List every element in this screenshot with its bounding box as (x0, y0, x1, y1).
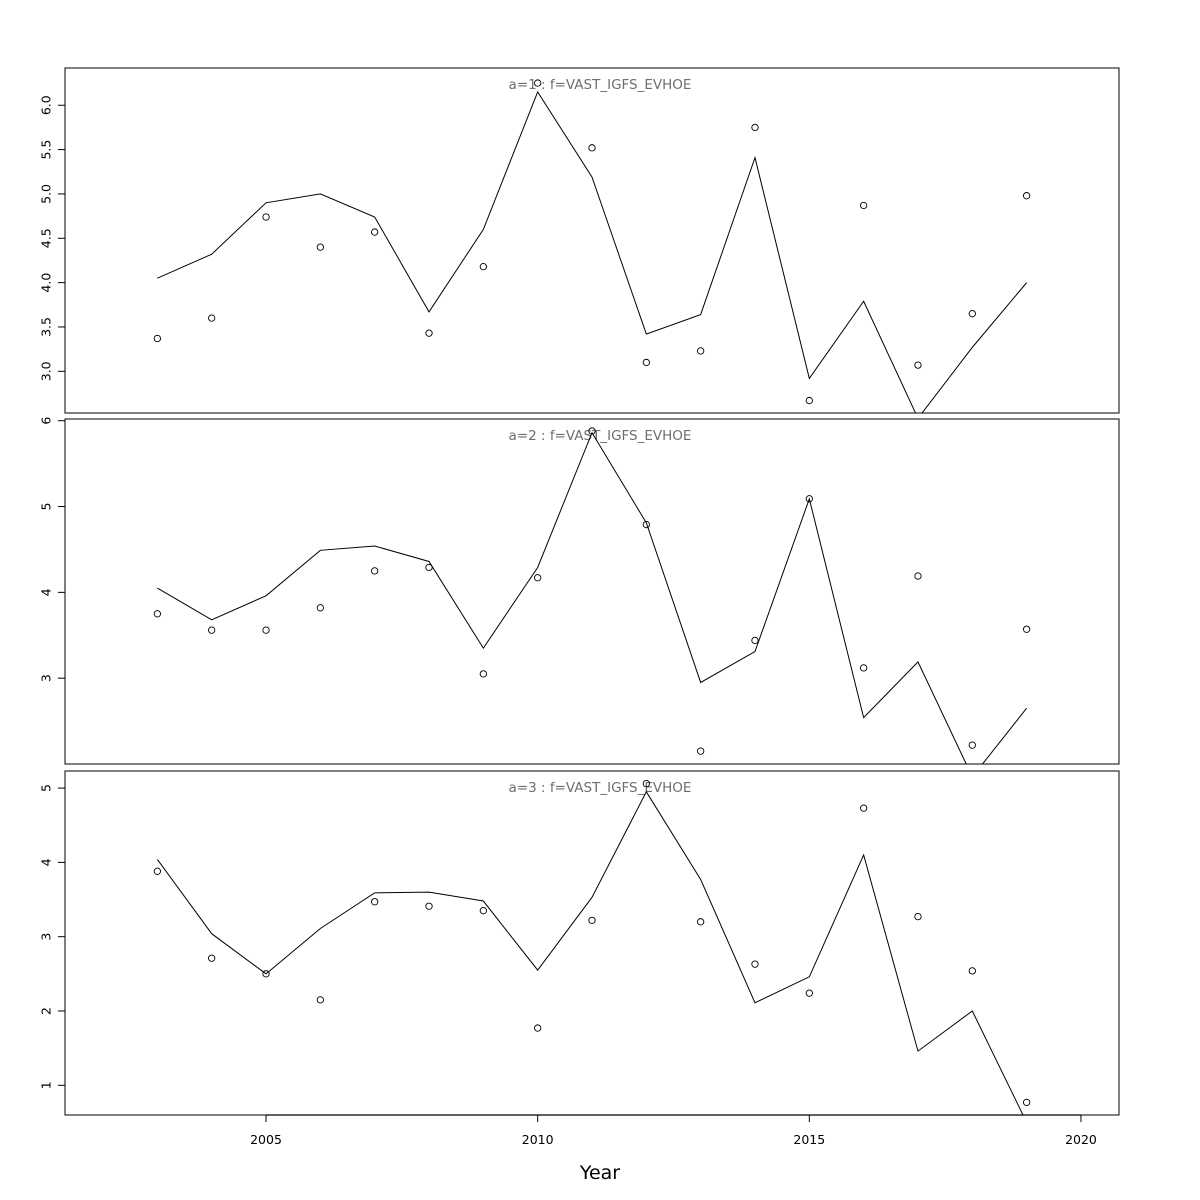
observed-point (914, 912, 922, 921)
y-tick-label: 1 (38, 1081, 53, 1089)
observed-point (805, 495, 813, 503)
y-tick-label: 4.5 (38, 228, 53, 248)
observed-point (262, 626, 270, 634)
observed-point (968, 967, 976, 975)
panel-frame (64, 67, 1120, 414)
observed-point (316, 604, 324, 612)
observed-point (1022, 192, 1031, 200)
observed-point (968, 741, 976, 749)
x-tick-label: 2005 (250, 1132, 282, 1147)
observed-point (371, 898, 379, 906)
observed-point (262, 213, 270, 221)
panel-title: a=2 : f=VAST_IGFS_EVHOE (509, 428, 692, 444)
observed-point (371, 228, 379, 236)
panels-group: a=1 : f=VAST_IGFS_EVHOE 3.0 3.5 4.0 4.5 5.0 5.… (38, 67, 1120, 1116)
observed-point (588, 427, 596, 435)
x-axis: 2005 2010 2015 2020 (250, 1114, 1097, 1147)
observed-point (642, 779, 650, 788)
y-tick-label: 6 (38, 417, 53, 425)
fitted-line (157, 431, 1028, 764)
observed-point (697, 347, 705, 355)
observed-point (860, 201, 868, 210)
observed-point (262, 970, 270, 978)
x-tick-label: 2015 (793, 1132, 825, 1147)
observed-point (208, 626, 216, 634)
y-tick-label: 3 (38, 933, 53, 941)
observed-point (208, 954, 216, 962)
y-tick-label: 5 (38, 784, 53, 792)
y-tick-label: 5 (38, 503, 53, 511)
observed-point (914, 361, 922, 369)
panel-frame (64, 418, 1120, 765)
y-axis: 3 4 5 6 (38, 417, 65, 682)
observed-point (153, 610, 162, 618)
y-tick-label: 5.0 (38, 184, 53, 204)
observed-points (153, 779, 1031, 1107)
observed-point (751, 123, 759, 132)
y-axis: 1 2 3 4 5 (38, 784, 65, 1089)
fitted-line (157, 90, 1028, 413)
observed-point (534, 79, 542, 87)
observed-points (153, 79, 1031, 405)
y-tick-label: 3.5 (38, 317, 53, 337)
observed-point (425, 329, 433, 337)
observed-points (153, 427, 1031, 755)
fitted-line (156, 790, 1024, 1115)
panel-title: a=3 : f=VAST_IGFS_EVHOE (509, 780, 692, 796)
observed-point (479, 670, 487, 678)
panel-1: a=1 : f=VAST_IGFS_EVHOE 3.0 3.5 4.0 4.5 5.0 5.… (38, 67, 1120, 414)
observed-point (371, 567, 379, 575)
observed-point (588, 916, 596, 924)
observed-point (1022, 625, 1031, 633)
observed-point (479, 907, 487, 915)
observed-point (751, 636, 759, 645)
observed-point (316, 243, 324, 251)
y-tick-label: 3.0 (38, 361, 53, 381)
observed-point (425, 563, 433, 572)
observed-point (153, 334, 162, 343)
observed-point (642, 358, 650, 367)
y-axis: 3.0 3.5 4.0 4.5 5.0 5.5 6.0 (38, 95, 65, 381)
observed-point (425, 902, 433, 910)
observed-point (860, 664, 868, 672)
y-tick-label: 4 (38, 588, 53, 596)
observed-point (1022, 1098, 1031, 1107)
x-axis-label: Year (579, 1162, 620, 1184)
observed-point (751, 960, 759, 968)
observed-point (805, 396, 813, 405)
observed-point (588, 144, 596, 152)
observed-point (642, 520, 650, 529)
observed-point (534, 574, 542, 582)
observed-point (697, 747, 705, 755)
observed-point (805, 989, 813, 997)
y-tick-label: 4 (38, 858, 53, 866)
observed-point (534, 1024, 542, 1032)
y-tick-label: 6.0 (38, 95, 53, 115)
x-tick-label: 2010 (522, 1132, 554, 1147)
observed-point (316, 996, 324, 1004)
observed-point (968, 310, 976, 318)
panel-title: a=1 : f=VAST_IGFS_EVHOE (509, 77, 692, 93)
y-tick-label: 5.5 (38, 140, 53, 160)
observed-point (860, 804, 868, 812)
y-tick-label: 2 (38, 1007, 53, 1015)
y-tick-label: 4.0 (38, 273, 53, 293)
y-tick-label: 3 (38, 674, 53, 682)
observed-point (208, 314, 216, 322)
panel-3: a=3 : f=VAST_IGFS_EVHOE 1 2 3 4 5 (38, 770, 1120, 1116)
observed-point (914, 572, 922, 580)
panel-2: a=2 : f=VAST_IGFS_EVHOE 3 4 5 6 (38, 417, 1120, 765)
observed-point (479, 263, 487, 271)
x-tick-label: 2020 (1065, 1132, 1097, 1147)
observed-point (153, 867, 162, 875)
observed-point (697, 918, 705, 926)
